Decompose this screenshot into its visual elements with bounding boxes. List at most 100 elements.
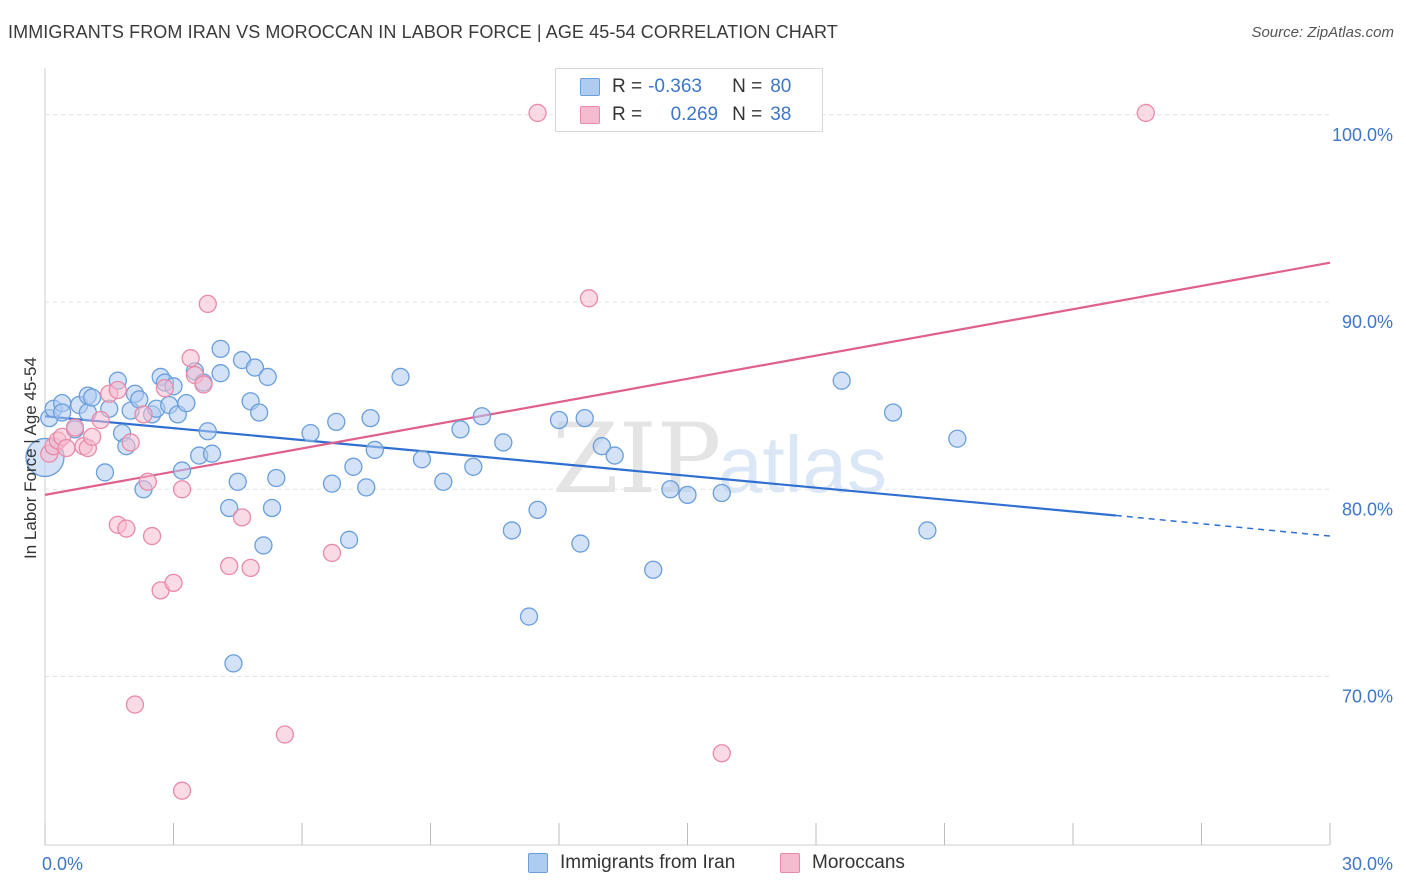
legend-n-value: 80	[770, 76, 792, 97]
point-iran	[948, 429, 967, 448]
point-iran	[177, 393, 196, 413]
point-iran	[661, 480, 680, 499]
gridlines	[45, 114, 1330, 677]
point-iran	[220, 498, 239, 518]
point-moroccans	[194, 375, 213, 394]
source-label: Source: ZipAtlas.com	[1251, 24, 1394, 41]
trend-line-iran	[44, 415, 1116, 517]
point-moroccans	[125, 695, 145, 714]
series-legend: Immigrants from Iran Moroccans	[0, 852, 1406, 878]
point-iran	[211, 364, 230, 383]
x-tick-label: 30.0%	[1342, 854, 1393, 874]
point-moroccans	[65, 418, 85, 437]
legend-r-value: 0.269	[670, 104, 719, 125]
y-tick-label: 90.0%	[1342, 312, 1393, 332]
point-iran	[712, 483, 731, 503]
point-moroccans	[712, 744, 731, 763]
series-name-moroccans: Moroccans	[812, 852, 905, 873]
point-iran	[258, 367, 277, 387]
point-iran	[322, 474, 342, 493]
point-iran	[245, 358, 265, 377]
point-iran	[357, 478, 376, 497]
chart-title: IMMIGRANTS FROM IRAN VS MOROCCAN IN LABO…	[8, 22, 838, 42]
legend-n-value: 38	[770, 104, 792, 125]
point-iran	[678, 485, 697, 505]
series-swatch-moroccans	[780, 853, 800, 873]
point-moroccans	[155, 379, 175, 398]
axes	[44, 68, 1331, 846]
point-iran	[494, 433, 513, 452]
point-iran	[365, 440, 384, 460]
trend-line-moroccans	[44, 261, 1331, 496]
point-iran	[832, 371, 851, 390]
point-moroccans	[57, 438, 76, 458]
point-moroccans	[82, 427, 102, 446]
legend-row-iran: R = -0.363 N = 80	[580, 73, 791, 101]
point-iran	[883, 403, 903, 422]
point-moroccans	[134, 405, 153, 424]
point-iran	[464, 457, 483, 476]
trend-lines	[44, 261, 1331, 537]
point-moroccans	[241, 558, 260, 578]
point-iran	[528, 500, 547, 520]
point-moroccans	[1136, 103, 1155, 123]
point-moroccans	[579, 289, 599, 308]
point-iran	[605, 446, 624, 465]
series-name-iran: Immigrants from Iran	[560, 852, 736, 873]
y-axis-label: In Labor Force | Age 45-54	[21, 357, 40, 559]
point-moroccans	[172, 781, 192, 800]
legend-n-label: N =	[732, 104, 763, 125]
point-iran	[644, 560, 663, 579]
point-iran	[250, 403, 269, 422]
point-iran	[592, 437, 611, 456]
legend-r-label: R =	[612, 104, 643, 125]
point-moroccans	[117, 519, 136, 538]
point-moroccans	[138, 472, 157, 491]
point-moroccans	[232, 508, 252, 527]
legend-r-label: R =	[612, 76, 643, 97]
legend-r-value: -0.363	[648, 76, 702, 97]
point-iran	[224, 654, 243, 673]
x-tick-label: 0.0%	[42, 854, 83, 874]
point-iran	[344, 457, 363, 476]
point-iran	[198, 422, 217, 441]
point-iran	[434, 472, 453, 491]
point-moroccans	[142, 526, 162, 546]
tick-labels: 100.0% 90.0% 80.0% 70.0% 0.0% 30.0%	[42, 125, 1393, 874]
series-swatch-iran	[528, 853, 548, 873]
point-iran	[228, 472, 247, 491]
point-iran	[172, 461, 192, 480]
trend-line-iran-extrapolated	[1115, 514, 1331, 537]
legend-swatch-iran	[580, 78, 600, 96]
legend-n-label: N =	[732, 76, 763, 97]
series-legend-iran: Immigrants from Iran	[528, 852, 735, 874]
point-moroccans	[198, 294, 217, 314]
point-iran	[519, 607, 539, 626]
watermark-atlas: atlas	[718, 420, 887, 509]
point-iran	[327, 412, 346, 432]
point-moroccans	[220, 556, 239, 576]
point-iran	[267, 468, 286, 488]
point-iran	[361, 408, 380, 428]
point-iran	[301, 423, 320, 443]
point-moroccans	[528, 103, 547, 123]
point-iran	[472, 407, 492, 426]
point-iran	[82, 388, 102, 407]
point-moroccans	[121, 433, 140, 452]
point-iran	[575, 408, 594, 428]
series-legend-moroccans: Moroccans	[780, 852, 905, 874]
point-moroccans	[172, 480, 192, 499]
point-iran	[391, 367, 410, 387]
point-iran	[52, 403, 72, 422]
point-iran	[211, 339, 230, 358]
point-iran	[262, 498, 282, 518]
point-moroccans	[181, 349, 200, 368]
correlation-legend: R = -0.363 N = 80 R = 0.269 N = 38	[555, 68, 823, 132]
point-iran	[339, 530, 359, 549]
y-tick-label: 70.0%	[1342, 686, 1393, 706]
y-tick-label: 100.0%	[1332, 125, 1393, 145]
point-iran	[202, 444, 222, 463]
legend-swatch-moroccans	[580, 106, 600, 124]
point-iran	[571, 534, 590, 553]
